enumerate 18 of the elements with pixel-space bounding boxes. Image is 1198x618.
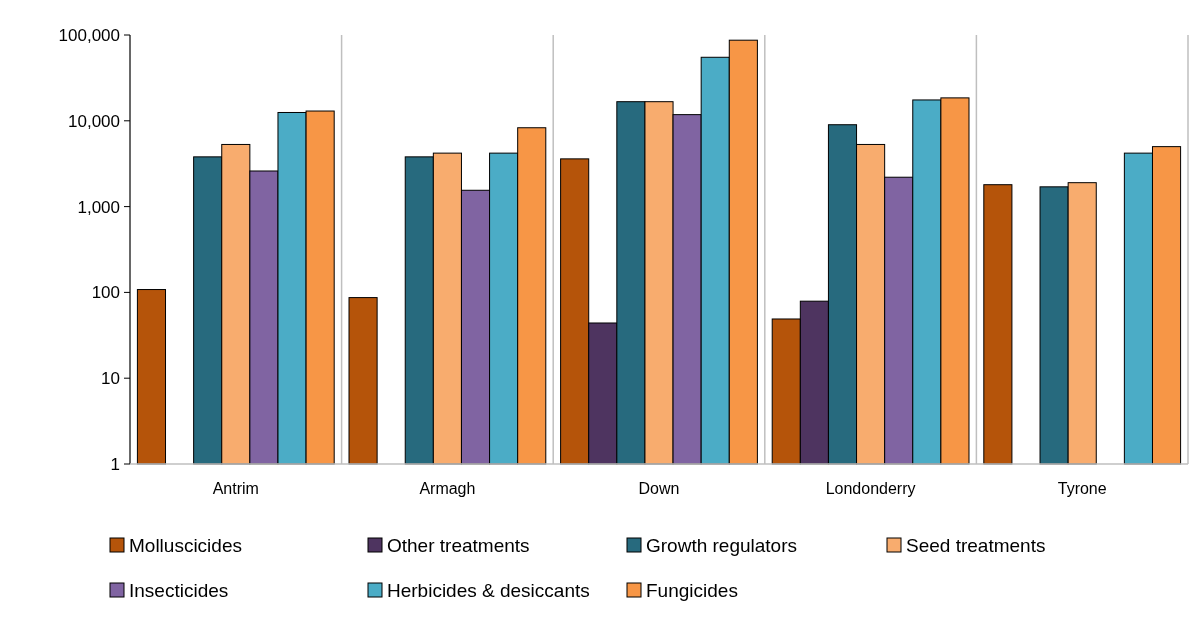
y-tick-label: 100 — [91, 283, 120, 303]
legend-label: Fungicides — [646, 579, 738, 601]
legend-label: Herbicides & desiccants — [387, 579, 590, 601]
y-tick-label: 100,000 — [58, 25, 120, 45]
legend-label: Other treatments — [387, 534, 530, 556]
legend-label: Growth regulators — [646, 534, 798, 556]
legend-label: Seed treatments — [906, 534, 1046, 556]
x-tick-label: Londonderry — [825, 480, 916, 497]
legend-label: Molluscicides — [129, 534, 242, 556]
x-tick-label: Down — [638, 480, 680, 497]
x-tick-label: Antrim — [212, 480, 259, 497]
legend-label: Insecticides — [129, 579, 229, 601]
y-tick-label: 1 — [110, 454, 120, 474]
y-tick-label: 1,000 — [77, 197, 120, 217]
y-tick-label: 10 — [101, 369, 120, 389]
y-tick-label: 10,000 — [68, 111, 120, 131]
x-tick-label: Tyrone — [1057, 480, 1107, 497]
x-tick-label: Armagh — [419, 480, 476, 497]
